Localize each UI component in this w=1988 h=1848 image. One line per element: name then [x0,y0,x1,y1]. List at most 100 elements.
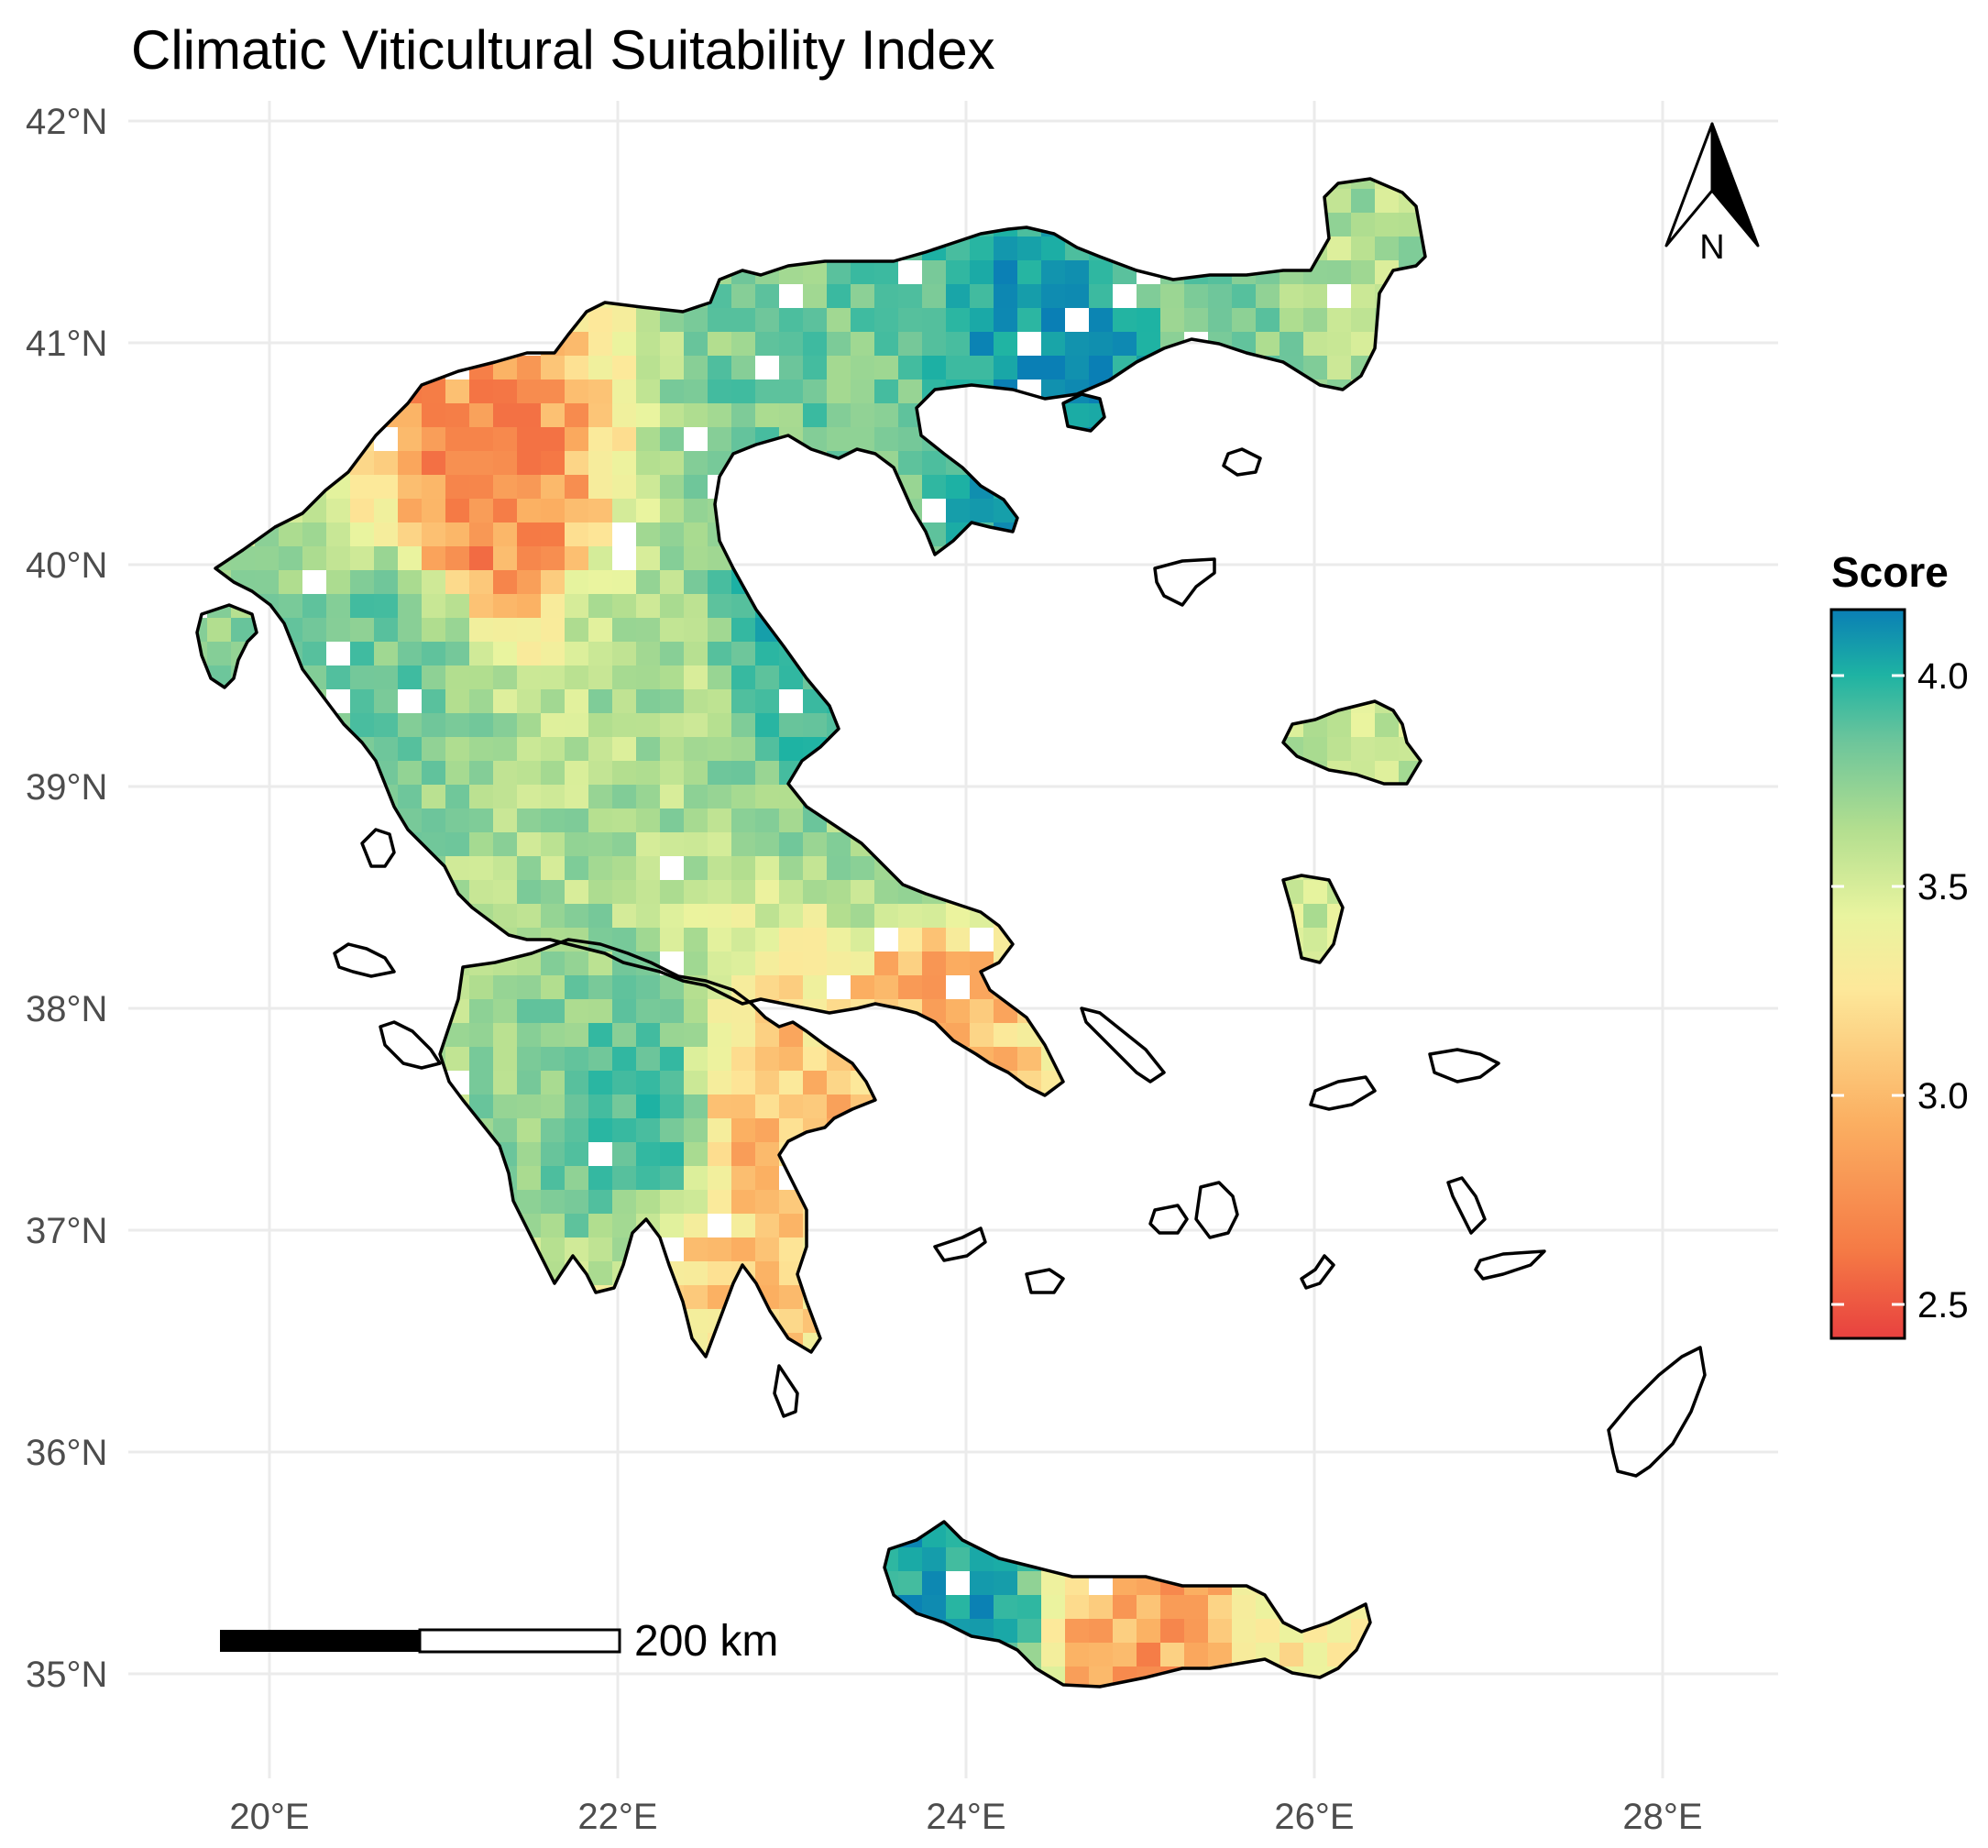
raster-cell [636,1547,661,1572]
raster-cell [1041,1238,1066,1262]
raster-cell [469,236,494,261]
raster-cell [1041,856,1066,881]
raster-cell [755,666,780,690]
raster-cell [731,785,756,809]
raster-cell [350,546,375,571]
raster-cell [970,1285,994,1310]
raster-cell [588,475,613,500]
raster-cell [493,451,518,476]
raster-cell [588,213,613,237]
raster-cell [1280,403,1304,428]
raster-cell [660,1524,685,1548]
raster-cell [851,642,875,666]
raster-cell [731,737,756,762]
raster-cell [588,737,613,762]
raster-cell [1375,1309,1400,1334]
raster-cell [1208,1428,1233,1453]
raster-cell [1232,499,1257,523]
raster-cell [197,1190,208,1215]
raster-cell [827,1357,851,1381]
raster-cell [827,737,851,762]
raster-cell [1327,1023,1352,1048]
raster-cell [708,1452,732,1477]
raster-cell [207,570,232,595]
raster-cell [1089,1524,1114,1548]
raster-cell [803,522,828,547]
raster-cell [803,499,828,523]
raster-cell [779,332,804,357]
raster-cell [1017,642,1042,666]
raster-cell [445,594,470,619]
raster-cell [970,1166,994,1191]
raster-cell [469,594,494,619]
raster-cell [1065,1047,1090,1072]
raster-cell [898,904,923,929]
raster-cell [1208,1476,1233,1501]
raster-cell [1375,1142,1400,1167]
raster-cell [612,308,637,333]
raster-cell [612,332,637,357]
raster-cell [1280,1166,1304,1191]
raster-cell [708,1214,732,1238]
raster-cell [469,1404,494,1429]
raster-cell [922,1190,947,1215]
raster-cell [1399,999,1423,1024]
raster-cell [1256,1690,1280,1715]
raster-cell [1232,546,1257,571]
raster-cell [1208,1690,1233,1715]
raster-cell [350,1214,375,1238]
raster-cell [398,499,423,523]
raster-cell [803,546,828,571]
raster-cell [279,179,303,190]
raster-cell [588,260,613,285]
raster-cell [660,1094,685,1119]
raster-cell [684,1666,708,1687]
raster-cell [1137,522,1161,547]
raster-cell [422,999,446,1024]
raster-cell [1280,1238,1304,1262]
raster-cell [422,1666,446,1687]
raster-cell [827,1238,851,1262]
raster-cell [1375,189,1400,214]
raster-cell [731,522,756,547]
raster-cell [1256,403,1280,428]
raster-cell [445,1094,470,1119]
raster-cell [1160,642,1185,666]
raster-cell [922,666,947,690]
raster-cell [422,1571,446,1596]
raster-cell [1232,1261,1257,1286]
raster-cell [231,1690,256,1715]
raster-cell [231,356,256,380]
raster-cell [827,1619,851,1644]
raster-cell [1184,737,1209,762]
raster-cell [994,713,1018,738]
raster-cell [1113,1380,1137,1405]
raster-cell [874,427,899,452]
raster-cell [255,475,280,500]
raster-cell [422,179,446,190]
raster-cell [1280,1643,1304,1667]
raster-cell [1351,1285,1376,1310]
raster-cell [1113,618,1137,643]
raster-cell [684,1166,708,1191]
raster-cell [1137,1214,1161,1238]
raster-cell [565,427,589,452]
raster-cell [827,856,851,881]
raster-cell [1303,928,1328,952]
raster-cell [541,522,566,547]
raster-cell [827,356,851,380]
raster-cell [708,713,732,738]
raster-cell [1184,1309,1209,1334]
raster-cell [612,856,637,881]
raster-cell [469,1071,494,1095]
raster-cell [970,1190,994,1215]
raster-cell [422,1500,446,1524]
raster-cell [1422,1142,1447,1167]
raster-cell [779,499,804,523]
raster-cell [445,761,470,786]
raster-cell [1041,189,1066,214]
raster-cell [1351,1357,1376,1381]
raster-cell [1399,1404,1423,1429]
raster-cell [1137,189,1161,214]
raster-cell [612,522,637,547]
